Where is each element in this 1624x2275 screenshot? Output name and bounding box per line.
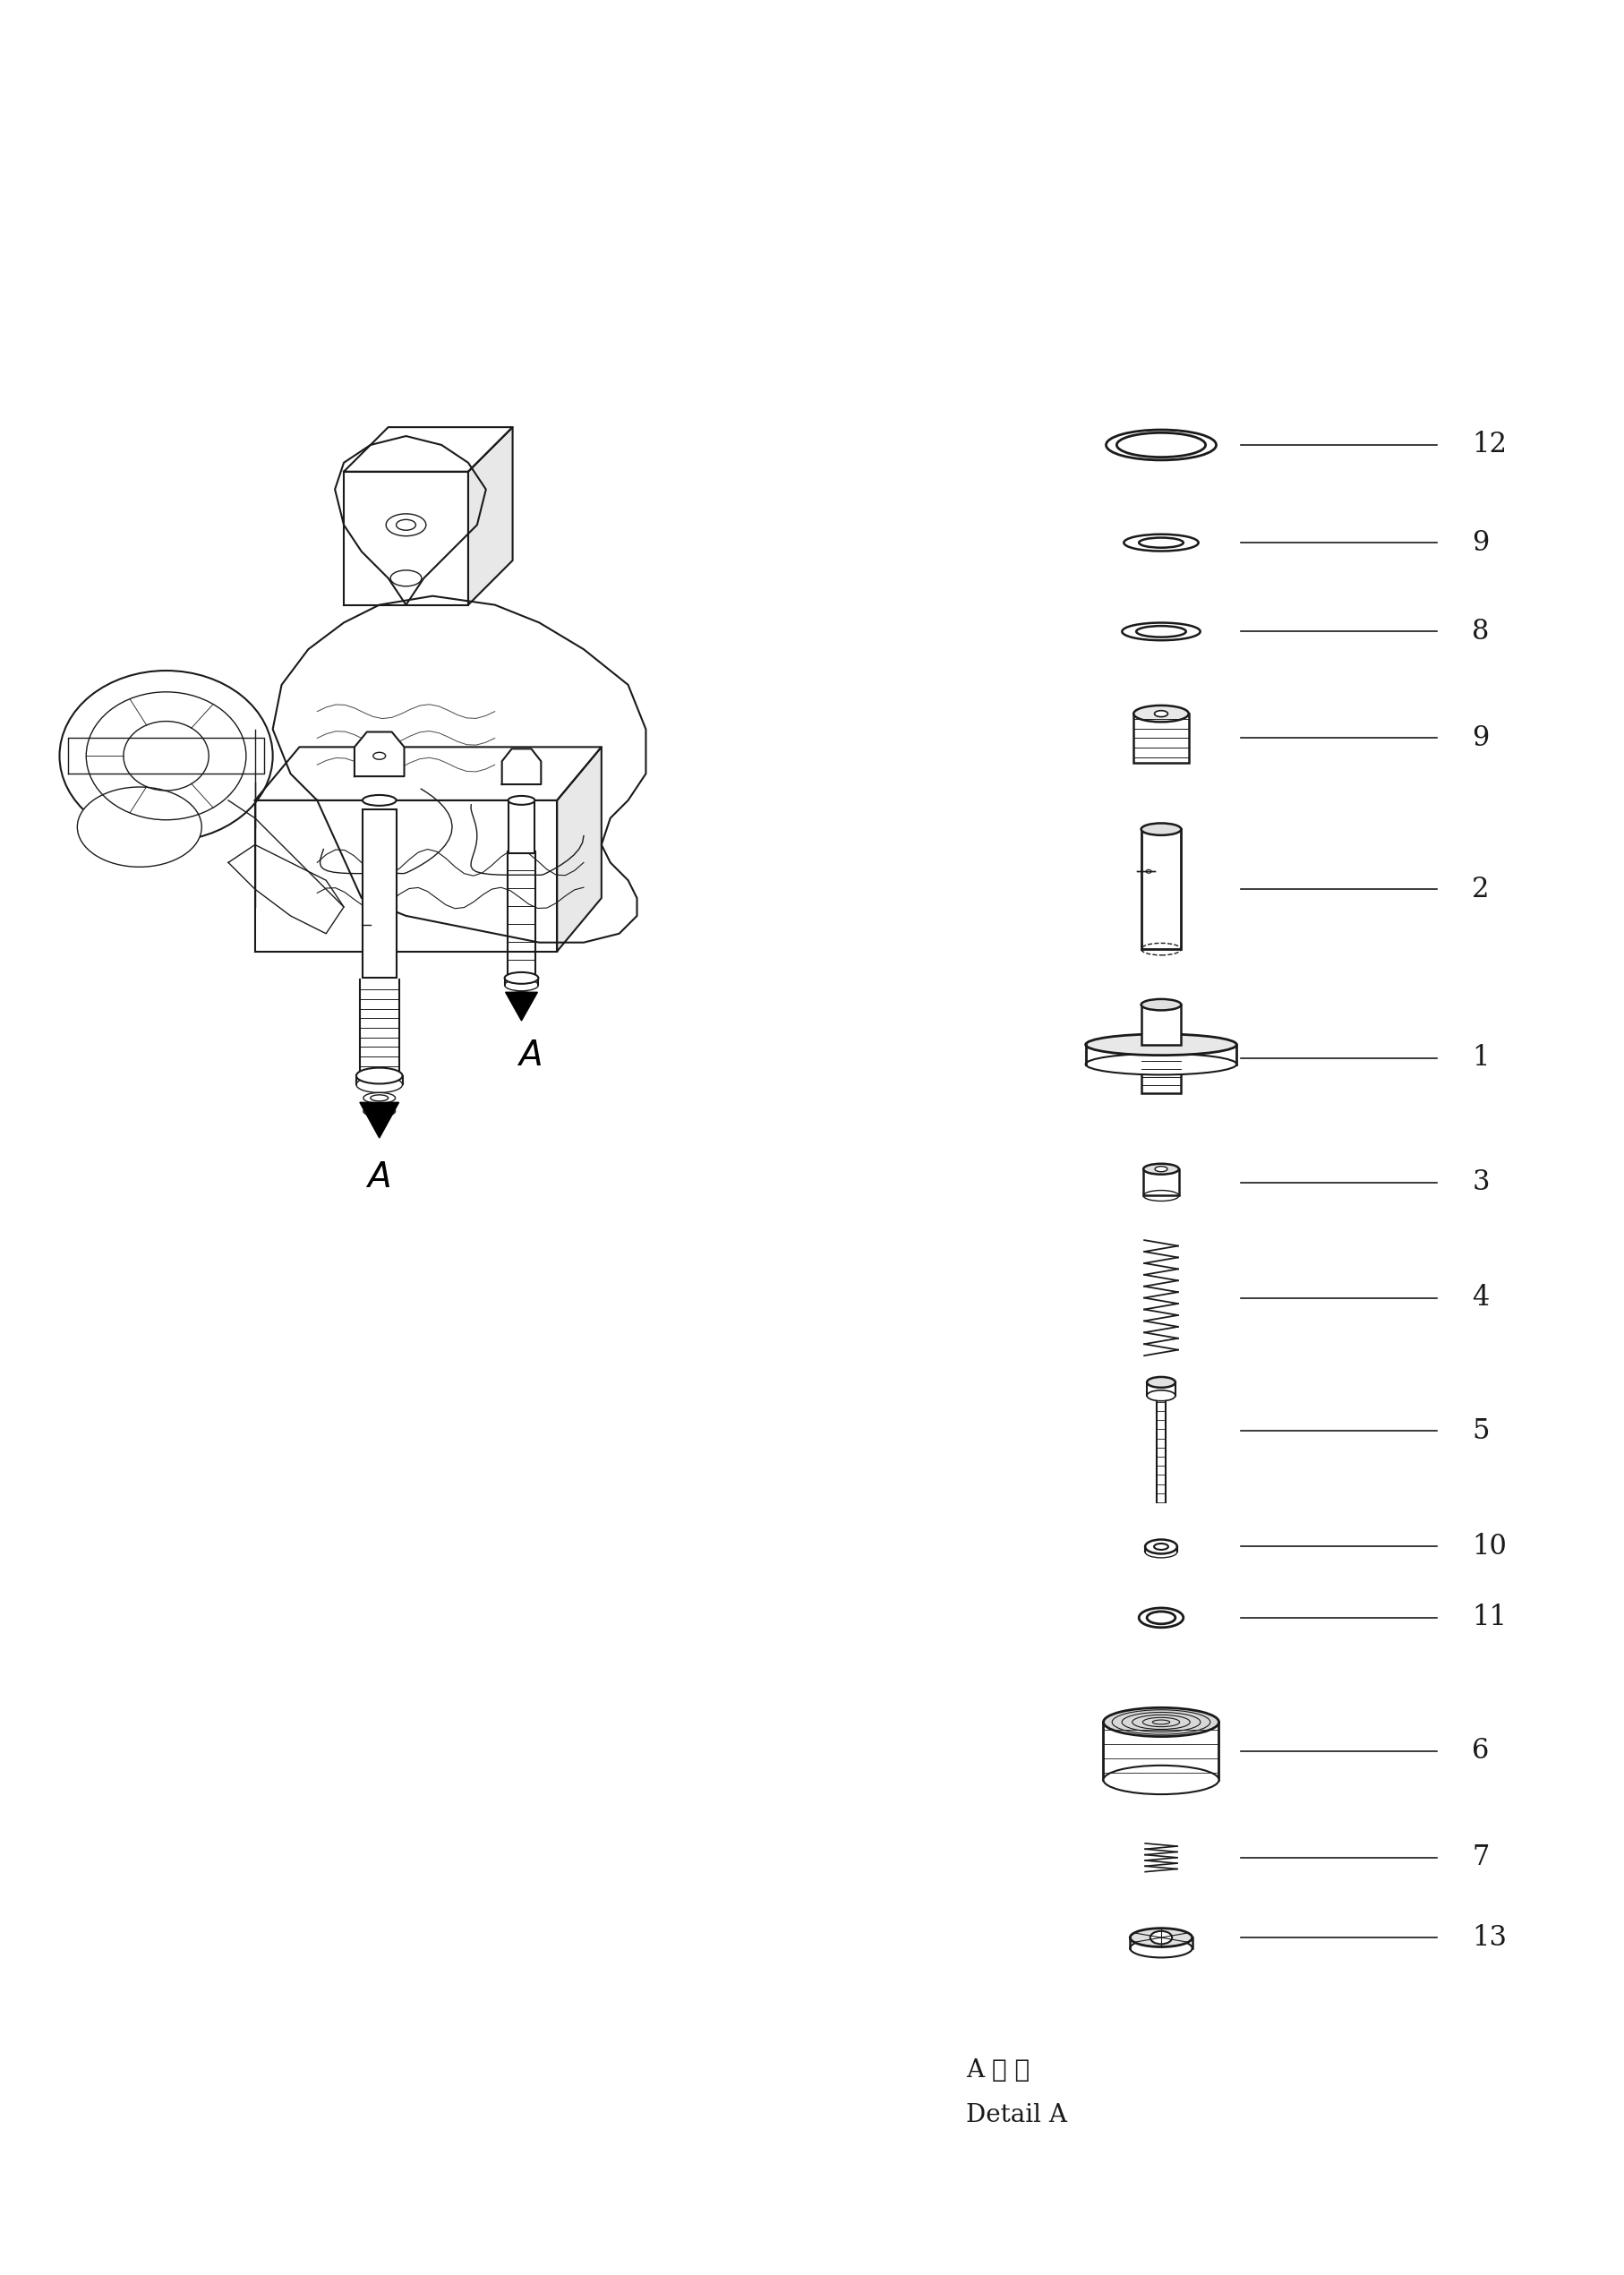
Ellipse shape bbox=[1150, 1931, 1173, 1945]
Ellipse shape bbox=[364, 1092, 395, 1103]
Ellipse shape bbox=[370, 1094, 388, 1101]
Ellipse shape bbox=[1103, 1709, 1220, 1736]
Text: A 詳 細: A 詳 細 bbox=[966, 2059, 1030, 2084]
Ellipse shape bbox=[60, 671, 273, 842]
Ellipse shape bbox=[508, 992, 534, 999]
Ellipse shape bbox=[1130, 1938, 1192, 1956]
Ellipse shape bbox=[1085, 1053, 1236, 1074]
Polygon shape bbox=[468, 428, 513, 605]
Ellipse shape bbox=[370, 1108, 388, 1115]
Ellipse shape bbox=[1085, 1035, 1236, 1056]
Ellipse shape bbox=[1137, 626, 1186, 637]
Bar bbox=[362, 810, 396, 978]
Bar bbox=[1142, 828, 1181, 949]
Text: 12: 12 bbox=[1471, 430, 1507, 460]
Ellipse shape bbox=[1130, 1929, 1192, 1947]
Bar bbox=[1134, 714, 1189, 762]
Text: 2: 2 bbox=[1471, 876, 1489, 903]
Bar bbox=[1147, 1383, 1176, 1395]
Text: 11: 11 bbox=[1471, 1604, 1507, 1631]
Polygon shape bbox=[505, 992, 538, 1021]
Ellipse shape bbox=[1145, 1540, 1177, 1554]
Polygon shape bbox=[344, 428, 513, 471]
Ellipse shape bbox=[1155, 1167, 1168, 1172]
Text: 3: 3 bbox=[1471, 1169, 1489, 1197]
Text: 4: 4 bbox=[1471, 1283, 1489, 1313]
Ellipse shape bbox=[374, 753, 385, 760]
Bar bbox=[1142, 1044, 1181, 1094]
Polygon shape bbox=[502, 748, 541, 785]
Text: 5: 5 bbox=[1471, 1417, 1489, 1445]
Ellipse shape bbox=[1138, 537, 1184, 548]
Bar bbox=[1143, 1169, 1179, 1197]
Ellipse shape bbox=[1155, 710, 1168, 717]
Text: A: A bbox=[367, 1160, 391, 1194]
Polygon shape bbox=[557, 746, 601, 951]
Ellipse shape bbox=[1147, 1390, 1176, 1401]
Ellipse shape bbox=[505, 971, 539, 983]
Polygon shape bbox=[255, 746, 601, 801]
Ellipse shape bbox=[1117, 432, 1205, 457]
Ellipse shape bbox=[508, 796, 534, 805]
Ellipse shape bbox=[1142, 824, 1181, 835]
Ellipse shape bbox=[1122, 623, 1200, 639]
Ellipse shape bbox=[1103, 1765, 1220, 1795]
Polygon shape bbox=[344, 471, 468, 605]
Ellipse shape bbox=[1143, 1165, 1179, 1174]
Text: 13: 13 bbox=[1471, 1925, 1507, 1952]
Ellipse shape bbox=[1106, 430, 1216, 460]
Polygon shape bbox=[273, 596, 646, 942]
Ellipse shape bbox=[78, 787, 201, 867]
Text: 8: 8 bbox=[1471, 617, 1489, 646]
Polygon shape bbox=[354, 733, 404, 776]
Text: 10: 10 bbox=[1471, 1533, 1507, 1561]
Polygon shape bbox=[361, 1103, 400, 1138]
Text: Detail A: Detail A bbox=[966, 2102, 1067, 2127]
Polygon shape bbox=[255, 801, 557, 951]
Text: 9: 9 bbox=[1471, 528, 1489, 557]
Polygon shape bbox=[68, 737, 263, 774]
Ellipse shape bbox=[1155, 1542, 1168, 1549]
Ellipse shape bbox=[1142, 999, 1181, 1010]
Ellipse shape bbox=[362, 794, 396, 805]
Ellipse shape bbox=[1124, 535, 1199, 551]
Text: 7: 7 bbox=[1471, 1843, 1489, 1872]
Bar bbox=[1103, 1722, 1220, 1779]
Ellipse shape bbox=[364, 1106, 395, 1117]
Ellipse shape bbox=[515, 994, 528, 999]
Text: A: A bbox=[518, 1037, 542, 1072]
Ellipse shape bbox=[1147, 1611, 1176, 1624]
Text: 9: 9 bbox=[1471, 723, 1489, 753]
Text: 1: 1 bbox=[1471, 1044, 1489, 1072]
Bar bbox=[508, 801, 534, 853]
Text: 6: 6 bbox=[1471, 1738, 1489, 1765]
Ellipse shape bbox=[356, 1067, 403, 1083]
Ellipse shape bbox=[1147, 1376, 1176, 1388]
Ellipse shape bbox=[1134, 705, 1189, 721]
Ellipse shape bbox=[1138, 1608, 1184, 1627]
Bar bbox=[1142, 1006, 1181, 1044]
